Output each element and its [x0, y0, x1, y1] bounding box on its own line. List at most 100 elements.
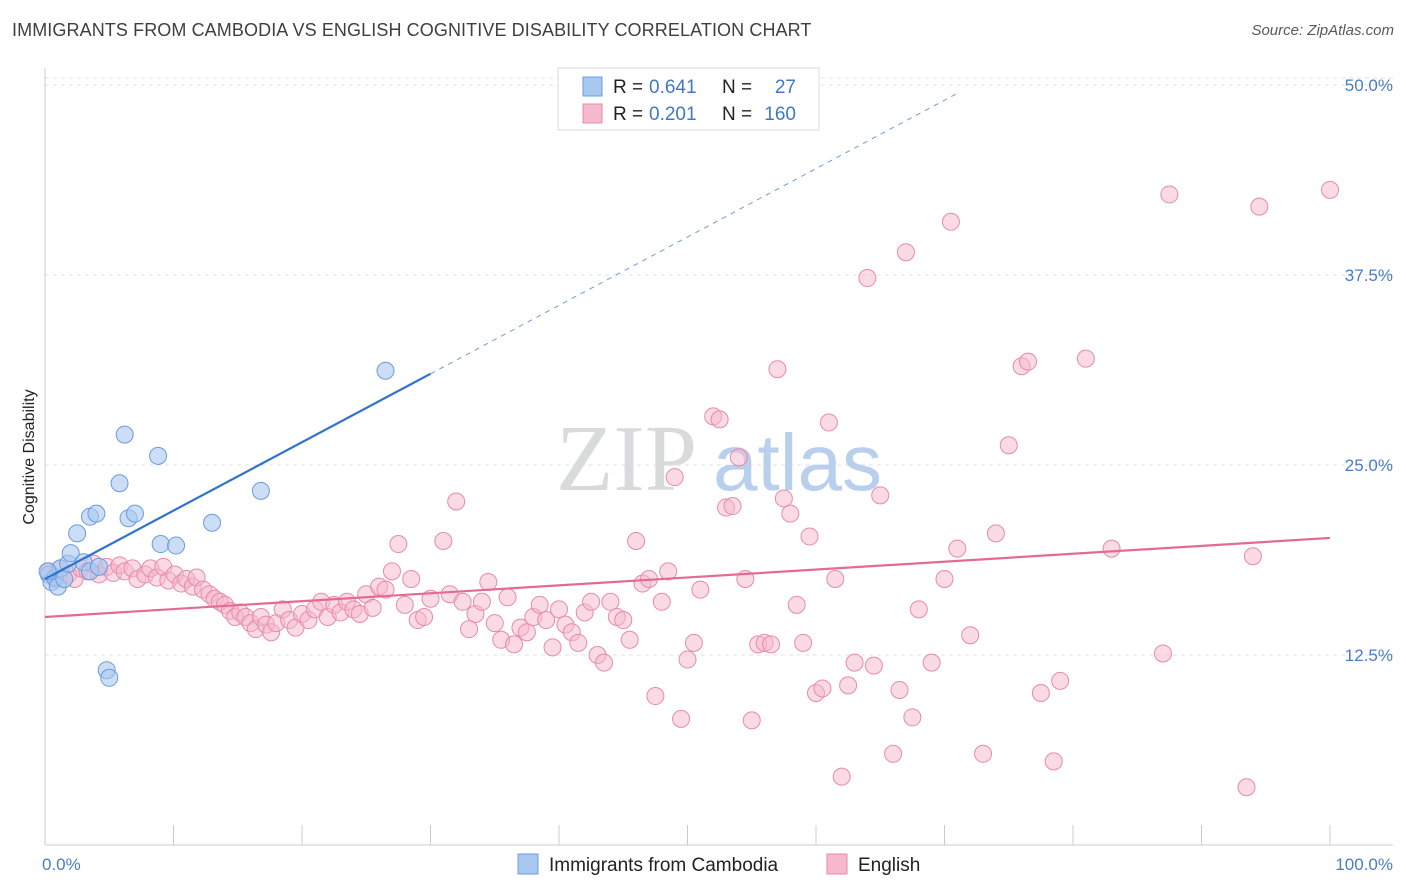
english-point-125 — [832, 767, 851, 786]
cambodia-point-25 — [376, 361, 395, 380]
bottom-label-cambodia: Immigrants from Cambodia — [549, 855, 779, 876]
english-point-62 — [415, 608, 434, 626]
axes — [44, 68, 1393, 846]
english-point-101 — [672, 709, 691, 728]
cambodia-trend-extension — [430, 92, 958, 375]
english-point-89 — [594, 653, 613, 672]
legend-n-label-english: N = — [722, 104, 752, 125]
english-point-90 — [601, 592, 620, 611]
english-point-119 — [794, 633, 813, 652]
english-trend-line — [44, 536, 1331, 619]
cambodia-point-21 — [151, 535, 170, 554]
cambodia-points — [38, 361, 395, 687]
english-point-99 — [659, 562, 678, 581]
english-point-59 — [395, 595, 414, 614]
english-point-115 — [768, 360, 787, 379]
english-point-135 — [909, 600, 928, 619]
english-point-145 — [1019, 352, 1038, 371]
legend-r-label-english: R = — [613, 104, 643, 125]
english-point-132 — [890, 680, 909, 699]
y-tick-label-2: 37.5% — [1345, 266, 1393, 285]
english-point-79 — [530, 595, 549, 614]
english-point-127 — [845, 653, 864, 672]
cambodia-point-15 — [100, 668, 119, 687]
english-point-131 — [884, 744, 903, 763]
english-point-111 — [742, 711, 761, 730]
english-point-129 — [864, 656, 883, 675]
english-point-106 — [710, 410, 729, 429]
legend-r-value-english: 0.201 — [649, 104, 697, 125]
english-point-80 — [537, 611, 556, 630]
english-point-98 — [652, 592, 671, 611]
english-point-130 — [871, 486, 890, 505]
cambodia-point-13 — [89, 557, 108, 576]
legend-n-value-english: 160 — [764, 104, 796, 125]
cambodia-point-20 — [149, 446, 168, 465]
english-point-58 — [389, 535, 408, 554]
english-point-109 — [729, 448, 748, 467]
english-point-82 — [550, 600, 568, 619]
english-point-138 — [941, 212, 960, 231]
y-axis-title: Cognitive Disability — [21, 389, 38, 524]
cambodia-point-22 — [167, 536, 186, 555]
english-point-71 — [479, 573, 498, 592]
english-point-134 — [903, 708, 922, 727]
bottom-swatch-cambodia — [517, 853, 539, 875]
x-tick-label-max: 100.0% — [1335, 855, 1393, 874]
english-point-156 — [1321, 180, 1339, 199]
english-point-75 — [505, 635, 524, 654]
english-point-67 — [453, 592, 472, 611]
english-point-81 — [543, 638, 562, 657]
english-point-143 — [999, 436, 1018, 455]
y-tick-label-3: 50.0% — [1345, 76, 1393, 95]
cambodia-point-24 — [251, 481, 270, 500]
legend-swatch-cambodia — [582, 76, 603, 97]
legend-r-label-cambodia: R = — [613, 77, 643, 98]
english-point-77 — [517, 623, 536, 642]
cambodia-point-16 — [110, 474, 129, 493]
english-point-54 — [363, 598, 382, 617]
watermark-zip: ZIP — [556, 407, 697, 511]
english-point-116 — [774, 489, 793, 508]
english-point-93 — [620, 630, 639, 649]
english-point-72 — [485, 614, 504, 633]
y-tick-label-0: 12.5% — [1345, 646, 1393, 665]
english-point-102 — [678, 650, 697, 669]
english-point-128 — [858, 269, 877, 288]
source-label: Source: ZipAtlas.com — [1251, 22, 1394, 39]
cambodia-point-7 — [61, 544, 80, 563]
english-point-104 — [691, 580, 710, 599]
english-point-57 — [382, 562, 401, 581]
legend-n-value-cambodia: 27 — [775, 77, 796, 98]
cambodia-point-23 — [203, 513, 222, 532]
english-point-117 — [781, 504, 800, 523]
english-point-136 — [922, 653, 941, 672]
series-legend: Immigrants from Cambodia English — [517, 853, 920, 876]
watermark: ZIP atlas — [556, 407, 882, 511]
y-tick-label-1: 25.0% — [1345, 456, 1393, 475]
english-point-151 — [1153, 644, 1172, 663]
english-point-153 — [1237, 778, 1256, 797]
bottom-swatch-english — [826, 853, 848, 875]
english-point-150 — [1102, 539, 1121, 558]
english-point-94 — [627, 532, 646, 550]
english-point-122 — [813, 679, 832, 698]
english-point-147 — [1044, 752, 1063, 771]
english-point-155 — [1250, 197, 1269, 216]
english-point-142 — [986, 524, 1005, 543]
english-point-100 — [665, 468, 684, 487]
english-point-70 — [472, 592, 491, 611]
english-point-56 — [376, 580, 395, 599]
cambodia-point-19 — [125, 504, 144, 523]
english-point-149 — [1076, 349, 1095, 368]
english-point-108 — [723, 497, 742, 516]
legend-n-label-cambodia: N = — [722, 77, 752, 98]
english-point-74 — [498, 588, 517, 607]
english-point-97 — [646, 687, 665, 706]
cambodia-point-17 — [115, 425, 134, 444]
english-point-141 — [974, 744, 993, 763]
english-point-68 — [460, 620, 479, 639]
english-point-123 — [819, 413, 838, 432]
english-point-133 — [896, 243, 915, 262]
